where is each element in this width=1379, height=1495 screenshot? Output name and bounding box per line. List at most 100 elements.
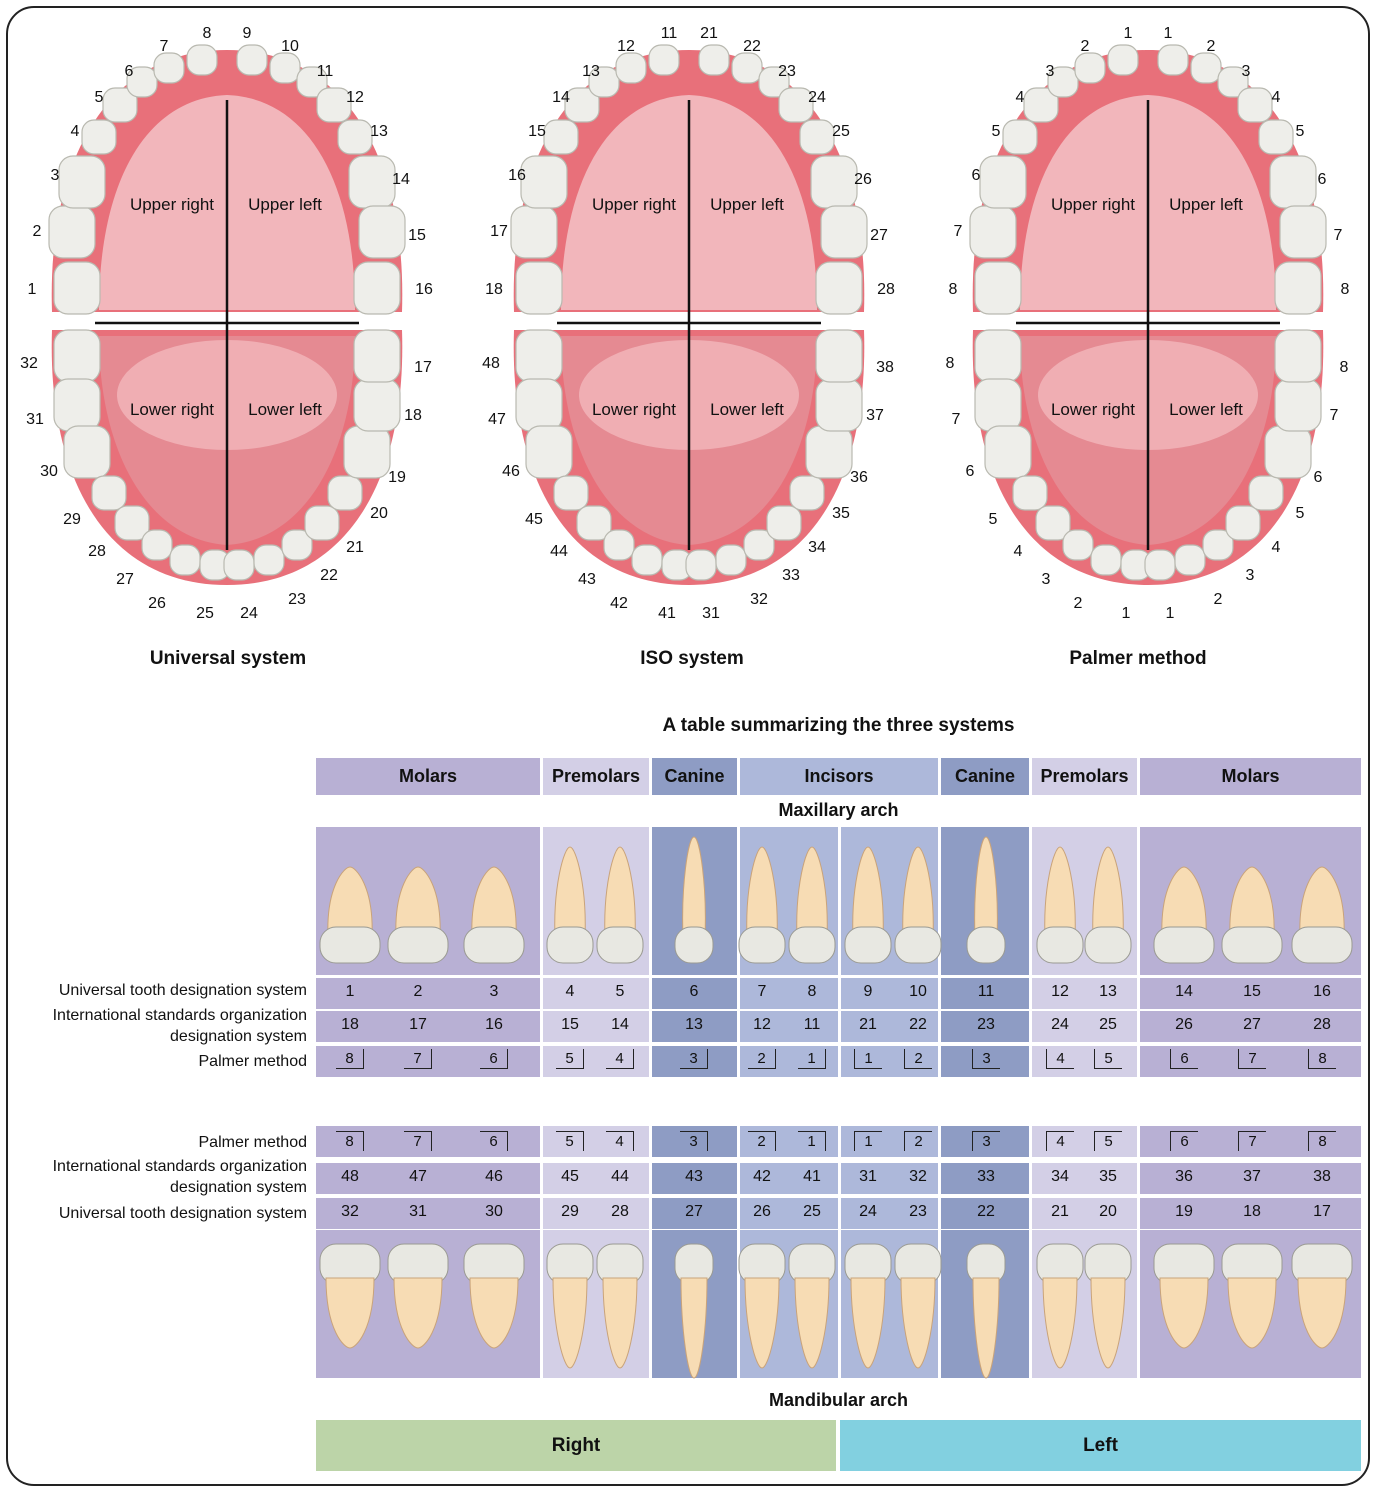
lower-tooth: [53, 378, 101, 432]
lower-iso-number: 46: [485, 1168, 503, 1185]
lower-tooth-number: 31: [26, 411, 44, 428]
upper-tooth-number: 25: [832, 123, 850, 140]
upper-tooth: [615, 52, 647, 84]
upper-tooth-number: 28: [877, 281, 895, 298]
lower-tooth-number: 17: [414, 359, 432, 376]
lower-right-label: Lower right: [592, 400, 676, 419]
upper-palmer-number: 7: [1238, 1049, 1266, 1069]
palmer-method-title: Palmer method: [1069, 648, 1207, 669]
upper-tooth: [296, 66, 328, 98]
upper-tooth: [48, 205, 96, 259]
lower-tooth: [553, 475, 589, 511]
tooth-root: [902, 846, 934, 938]
upper-tooth: [1157, 44, 1189, 76]
upper-iso-number: 15: [561, 1016, 579, 1033]
upper-tooth: [1074, 52, 1106, 84]
lower-tooth-number: 44: [550, 543, 568, 560]
upper-tooth: [358, 205, 406, 259]
lower-tooth-number: 35: [832, 505, 850, 522]
upper-tooth-number: 16: [415, 281, 433, 298]
upper-universal-number: 8: [807, 983, 817, 1000]
lower-tooth: [1144, 549, 1176, 581]
upper-tooth-number: 3: [1242, 63, 1251, 80]
upper-tooth: [316, 87, 352, 123]
arch-2: Upper right Upper left Lower right Lower le…: [482, 25, 895, 622]
tooth-root: [972, 1277, 1000, 1379]
number-row-cell: [841, 978, 938, 1009]
lower-tooth-number: 29: [63, 511, 81, 528]
upper-universal-number: 4: [565, 983, 575, 1000]
number-row-cell: [652, 1198, 737, 1229]
number-row-cell: [316, 1198, 540, 1229]
tooth-root: [469, 1277, 519, 1349]
upper-tooth: [799, 119, 835, 155]
upper-iso-number: 28: [1313, 1016, 1331, 1033]
tooth-root: [325, 1277, 375, 1349]
lower-tooth-number: 31: [702, 605, 720, 622]
number-row-cell: [652, 978, 737, 1009]
upper-tooth: [510, 205, 558, 259]
tooth-root: [393, 1277, 443, 1349]
lower-tooth-number: 6: [1314, 469, 1323, 486]
upper-left-label: Upper left: [248, 195, 322, 214]
tooth-crown: [1221, 926, 1283, 964]
number-row-cell: [740, 978, 838, 1009]
lower-tooth: [743, 529, 775, 561]
lower-tooth-number: 32: [750, 591, 768, 608]
number-row-cell: [1032, 1011, 1137, 1042]
lower-universal-number: 25: [803, 1203, 821, 1220]
lower-tooth-number: 1: [1166, 605, 1175, 622]
lower-iso-number: 35: [1099, 1168, 1117, 1185]
lower-tooth: [805, 425, 853, 479]
upper-tooth: [1190, 52, 1222, 84]
upper-universal-number: 16: [1313, 983, 1331, 1000]
upper-universal-number: 10: [909, 983, 927, 1000]
row-label-iso-lower-1: International standards organization: [52, 1158, 307, 1175]
lower-tooth-number: 20: [370, 505, 388, 522]
lower-palmer-number: 2: [748, 1131, 776, 1151]
upper-iso-number: 25: [1099, 1016, 1117, 1033]
upper-universal-number: 15: [1243, 983, 1261, 1000]
number-row-cell: [543, 1198, 649, 1229]
tooth-root: [746, 846, 778, 938]
lower-palmer-number: 8: [1308, 1131, 1336, 1151]
lower-tooth-number: 5: [989, 511, 998, 528]
upper-tooth: [778, 87, 814, 123]
lower-tooth-number: 24: [240, 605, 258, 622]
lower-tooth: [304, 505, 340, 541]
upper-tooth-number: 23: [778, 63, 796, 80]
upper-tooth-number: 9: [243, 25, 252, 42]
number-row-cell: [1140, 1163, 1361, 1194]
upper-universal-number: 5: [615, 983, 625, 1000]
upper-tooth-number: 15: [528, 123, 546, 140]
lower-tooth: [984, 425, 1032, 479]
number-row-cell: [841, 1163, 938, 1194]
upper-tooth: [1002, 119, 1038, 155]
tooth-crown: [1153, 926, 1215, 964]
lower-tooth: [603, 529, 635, 561]
header-premolars-left: Premolars: [1032, 758, 1137, 795]
upper-tooth-number: 18: [485, 281, 503, 298]
number-row-cell: [1032, 1046, 1137, 1077]
lower-palmer-number: 1: [798, 1131, 826, 1151]
lower-universal-number: 28: [611, 1203, 629, 1220]
lower-universal-number: 27: [685, 1203, 703, 1220]
upper-tooth-number: 8: [949, 281, 958, 298]
upper-tooth-number: 5: [992, 123, 1001, 140]
lower-tooth-number: 8: [946, 355, 955, 372]
tooth-root: [604, 846, 636, 938]
lower-palmer-number: 4: [1046, 1131, 1074, 1151]
upper-tooth: [543, 119, 579, 155]
upper-tooth-number: 2: [1081, 38, 1090, 55]
upper-tooth-number: 21: [700, 25, 718, 42]
upper-palmer-number: 5: [556, 1049, 584, 1069]
upper-tooth-number: 14: [552, 89, 570, 106]
lower-tooth: [1174, 544, 1206, 576]
tooth-crown: [1084, 926, 1132, 964]
number-row-cell: [740, 1011, 838, 1042]
upper-palmer-number: 6: [1170, 1049, 1198, 1069]
upper-palmer-number: 4: [606, 1049, 634, 1069]
upper-tooth: [1269, 155, 1317, 209]
lower-tooth: [1062, 529, 1094, 561]
upper-iso-number: 14: [611, 1016, 629, 1033]
